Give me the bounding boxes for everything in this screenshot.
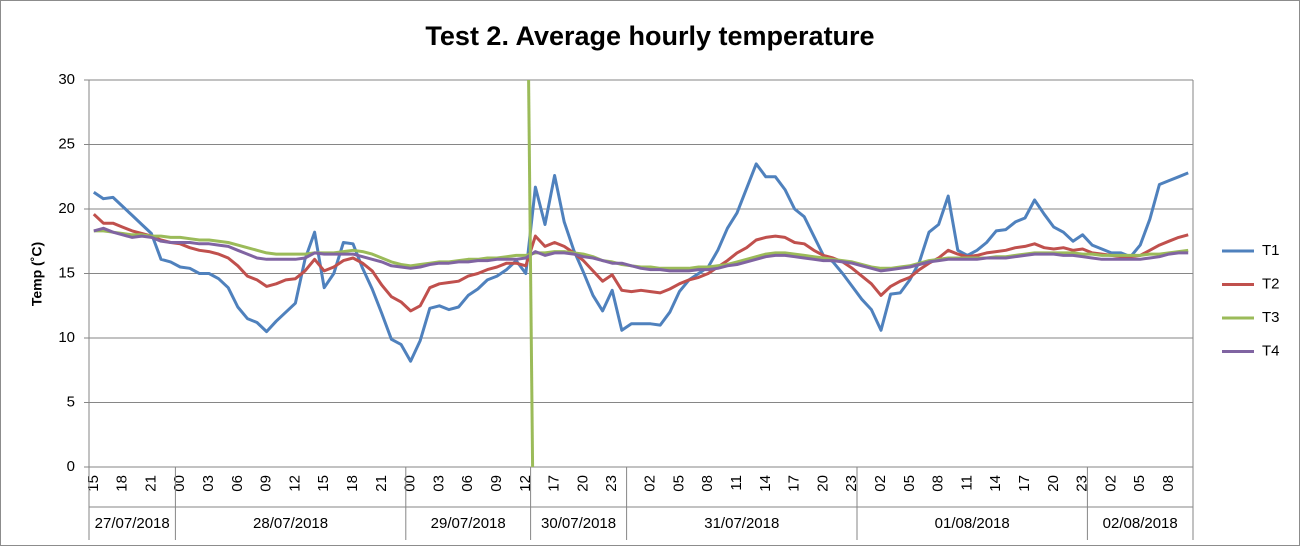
x-tick-label: 21 <box>373 475 390 492</box>
x-tick-label: 08 <box>1160 475 1177 492</box>
legend-label: T4 <box>1262 342 1280 359</box>
y-tick-label: 15 <box>58 264 75 281</box>
y-tick-label: 5 <box>67 393 75 410</box>
x-tick-label: 20 <box>814 475 831 492</box>
x-tick-label: 08 <box>699 475 716 492</box>
x-tick-label: 05 <box>901 475 918 492</box>
series-line <box>92 213 1189 313</box>
x-tick-label: 17 <box>1016 475 1033 492</box>
x-tick-label: 00 <box>402 475 419 492</box>
x-tick-label: 20 <box>1045 475 1062 492</box>
x-tick-label: 02 <box>1102 475 1119 492</box>
x-tick-label: 12 <box>286 475 303 492</box>
x-group-label: 02/08/2018 <box>1103 515 1178 532</box>
x-tick-label: 12 <box>517 475 534 492</box>
x-tick-label: 06 <box>229 475 246 492</box>
x-group-label: 01/08/2018 <box>935 515 1010 532</box>
x-tick-label: 05 <box>670 475 687 492</box>
x-tick-label: 02 <box>642 475 659 492</box>
x-tick-label: 05 <box>1131 475 1148 492</box>
x-tick-label: 23 <box>843 475 860 492</box>
x-tick-label: 14 <box>987 475 1004 492</box>
x-tick-label: 06 <box>459 475 476 492</box>
x-tick-label: 20 <box>574 475 591 492</box>
x-group-label: 29/07/2018 <box>431 515 506 532</box>
y-axis-title: Temp (˚C) <box>29 242 45 306</box>
chart-title: Test 2. Average hourly temperature <box>425 21 874 51</box>
y-tick-label: 0 <box>67 458 75 475</box>
series-line <box>93 226 1189 273</box>
legend-label: T1 <box>1262 242 1280 259</box>
x-tick-label: 17 <box>546 475 563 492</box>
legend-label: T3 <box>1262 309 1280 326</box>
divider-line <box>527 79 535 468</box>
y-tick-label: 30 <box>58 71 75 88</box>
x-tick-label: 08 <box>930 475 947 492</box>
x-tick-label: 23 <box>603 475 620 492</box>
x-group-label: 27/07/2018 <box>95 515 170 532</box>
y-tick-label: 25 <box>58 135 75 152</box>
x-tick-label: 00 <box>171 475 188 492</box>
x-tick-label: 18 <box>344 475 361 492</box>
legend-label: T2 <box>1262 275 1280 292</box>
y-tick-label: 10 <box>58 329 75 346</box>
x-group-label: 30/07/2018 <box>541 515 616 532</box>
x-tick-label: 02 <box>872 475 889 492</box>
x-tick-label: 23 <box>1074 475 1091 492</box>
x-tick-label: 15 <box>315 475 332 492</box>
x-tick-label: 18 <box>114 475 131 492</box>
x-tick-label: 17 <box>786 475 803 492</box>
x-tick-label: 03 <box>430 475 447 492</box>
x-group-label: 28/07/2018 <box>253 515 328 532</box>
x-tick-label: 14 <box>757 475 774 492</box>
x-tick-label: 09 <box>488 475 505 492</box>
x-tick-label: 11 <box>958 475 975 491</box>
x-tick-label: 15 <box>85 475 102 492</box>
x-tick-label: 09 <box>258 475 275 492</box>
x-tick-label: 11 <box>728 475 745 491</box>
y-tick-label: 20 <box>58 200 75 217</box>
x-tick-label: 03 <box>200 475 217 492</box>
x-group-label: 31/07/2018 <box>704 515 779 532</box>
series-line <box>92 162 1189 363</box>
x-tick-label: 21 <box>142 475 159 492</box>
